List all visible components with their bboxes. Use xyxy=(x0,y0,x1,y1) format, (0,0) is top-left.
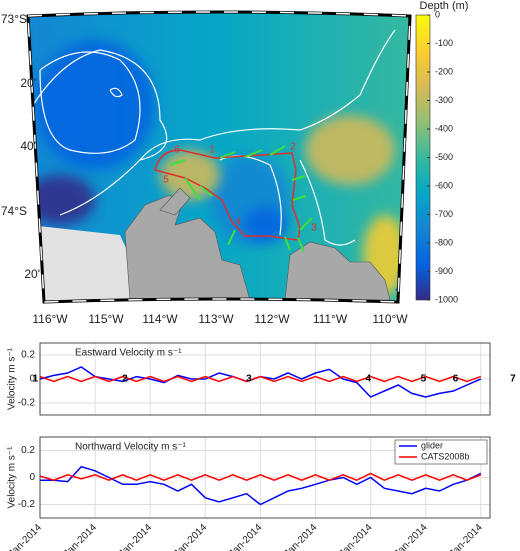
track-label: 5 xyxy=(163,175,169,186)
track-label: 4 xyxy=(235,217,241,228)
annotation: 7 xyxy=(510,374,516,385)
deep-basin xyxy=(35,40,155,170)
series-line xyxy=(39,375,482,383)
x-tick-label: 07-Jan-2014 xyxy=(107,522,155,551)
shallow-bank xyxy=(305,115,395,185)
x-tick-label: 12-Jan-2014 xyxy=(382,522,430,551)
plot-frame xyxy=(39,436,491,519)
lat-label: 74°S xyxy=(1,204,27,218)
y-tick-label: 0.2 xyxy=(21,445,35,456)
y-axis-label: Velocity m s⁻¹ xyxy=(7,446,18,509)
track-label: 3 xyxy=(311,223,317,234)
land xyxy=(159,187,191,216)
deep-basin xyxy=(28,175,95,225)
y-tick-label: 0 xyxy=(29,374,35,385)
lon-label: 110°W xyxy=(372,312,408,326)
colorbar-tick-label: -500 xyxy=(435,152,453,162)
track-label: 6 xyxy=(174,145,180,156)
lon-label: 115°W xyxy=(88,312,124,326)
legend-label: CATS2008b xyxy=(421,451,469,461)
colorbar-tick-label: -800 xyxy=(435,237,453,247)
lon-label: 116°W xyxy=(32,312,68,326)
annotation: 3 xyxy=(246,374,252,385)
colorbar-tick-label: -700 xyxy=(435,209,453,219)
lat-label: 20' xyxy=(20,76,36,90)
annotation: 4 xyxy=(366,374,372,385)
lat-label: 20' xyxy=(24,267,40,281)
annotation: 6 xyxy=(453,374,459,385)
lon-label: 111°W xyxy=(313,312,348,326)
velocity-arrows xyxy=(169,145,313,253)
track-label: 1 xyxy=(209,145,215,156)
lon-label: 112°W xyxy=(254,312,290,326)
colorbar-tick-label: -600 xyxy=(435,180,453,190)
legend-label: glider xyxy=(421,440,443,450)
land xyxy=(284,241,391,301)
map xyxy=(26,10,412,304)
y-axis-label: Velocity m s⁻¹ xyxy=(7,347,18,410)
x-tick-label: 08-Jan-2014 xyxy=(162,522,210,551)
colorbar-tick-label: -400 xyxy=(435,123,453,133)
colorbar-title: Depth (m) xyxy=(420,0,469,12)
map-frame-ticks xyxy=(27,11,411,303)
colorbar-tick-label: -300 xyxy=(435,95,453,105)
y-tick-label: 0.2 xyxy=(21,350,35,361)
lon-label: 113°W xyxy=(198,312,234,326)
x-tick-label: 09-Jan-2014 xyxy=(217,522,265,551)
panel-title: Northward Velocity m s⁻¹ xyxy=(75,442,187,453)
lat-label: 73°S xyxy=(1,12,27,26)
annotation: 5 xyxy=(421,374,427,385)
x-tick-label: 11-Jan-2014 xyxy=(328,522,375,551)
colorbar-tick-label: -1000 xyxy=(435,294,458,304)
contours xyxy=(29,29,396,246)
y-tick-label: -0.2 xyxy=(18,398,36,409)
colorbar-tick-label: -900 xyxy=(435,266,453,276)
colorbar-tick-label: -100 xyxy=(435,38,453,48)
colorbar-tick-label: -200 xyxy=(435,66,453,76)
deep-basin xyxy=(243,207,287,243)
legend-box xyxy=(394,439,488,465)
ice-shelf xyxy=(30,225,150,302)
lon-label: 114°W xyxy=(142,312,178,326)
y-tick-label: 0 xyxy=(29,472,35,483)
lat-label: 40' xyxy=(20,139,36,153)
colorbar-tick-label: 0 xyxy=(435,9,440,19)
track-label: 2 xyxy=(290,142,296,153)
series-line xyxy=(40,465,482,506)
panel-title: Eastward Velocity m s⁻¹ xyxy=(75,348,182,359)
plot-frame xyxy=(39,342,491,416)
annotation: 1 xyxy=(33,374,39,385)
series-line xyxy=(39,472,482,482)
x-tick-label: 13-Jan-2014 xyxy=(437,522,485,551)
x-tick-label: 05-Jan-2014 xyxy=(0,522,44,551)
y-tick-label: -0.2 xyxy=(18,499,36,510)
glider-track xyxy=(154,149,301,241)
land xyxy=(124,194,251,301)
annotation: 2 xyxy=(122,374,128,385)
x-tick-label: 06-Jan-2014 xyxy=(52,522,100,551)
x-tick-label: 10-Jan-2014 xyxy=(272,522,320,551)
